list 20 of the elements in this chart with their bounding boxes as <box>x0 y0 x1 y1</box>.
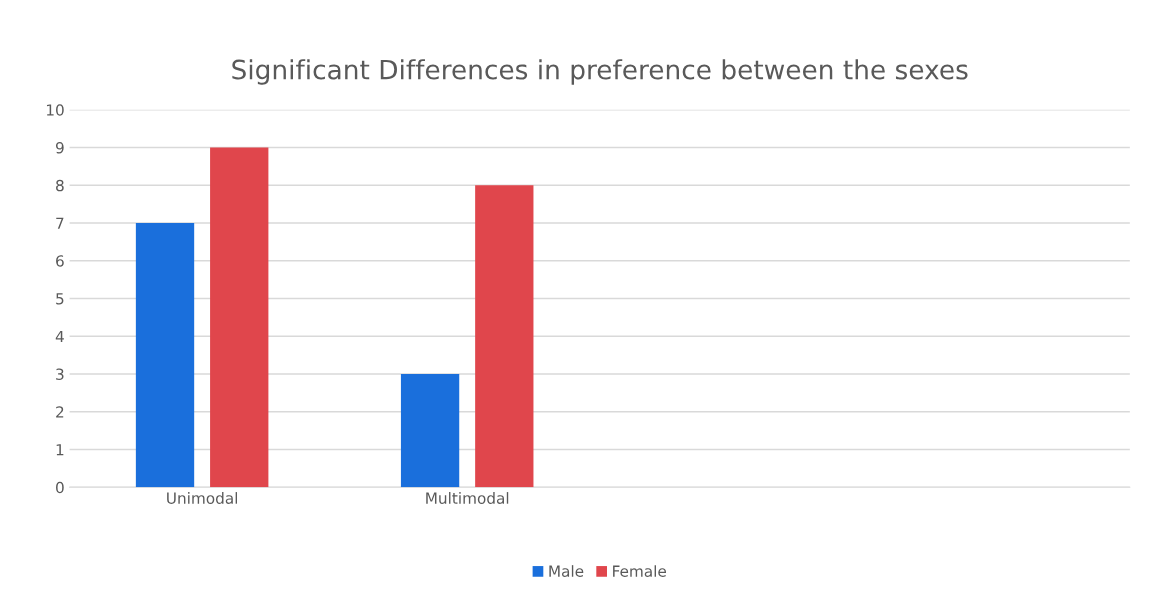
y-tick-label: 6 <box>56 255 64 267</box>
legend-label: Male <box>549 565 584 577</box>
bar <box>210 147 269 488</box>
y-tick-label: 7 <box>56 217 64 229</box>
chart-title: Significant Differences in preference between the sexes <box>232 59 968 85</box>
x-tick-label: Unimodal <box>167 492 238 504</box>
x-tick-label: Multimodal <box>426 492 509 504</box>
y-tick-label: 9 <box>55 141 64 154</box>
legend-label: Female <box>613 565 667 577</box>
y-tick-label: 8 <box>56 179 64 192</box>
bar <box>475 185 534 488</box>
y-tick-label: 5 <box>56 293 64 305</box>
y-tick-label: 3 <box>56 368 64 380</box>
y-tick-label: 2 <box>56 406 64 418</box>
bar <box>400 373 460 488</box>
y-tick-label: 0 <box>56 481 64 494</box>
y-tick-label: 4 <box>55 330 64 343</box>
y-tick-label: 10 <box>46 104 64 116</box>
bar <box>135 222 195 488</box>
y-tick-label: 1 <box>56 444 64 456</box>
